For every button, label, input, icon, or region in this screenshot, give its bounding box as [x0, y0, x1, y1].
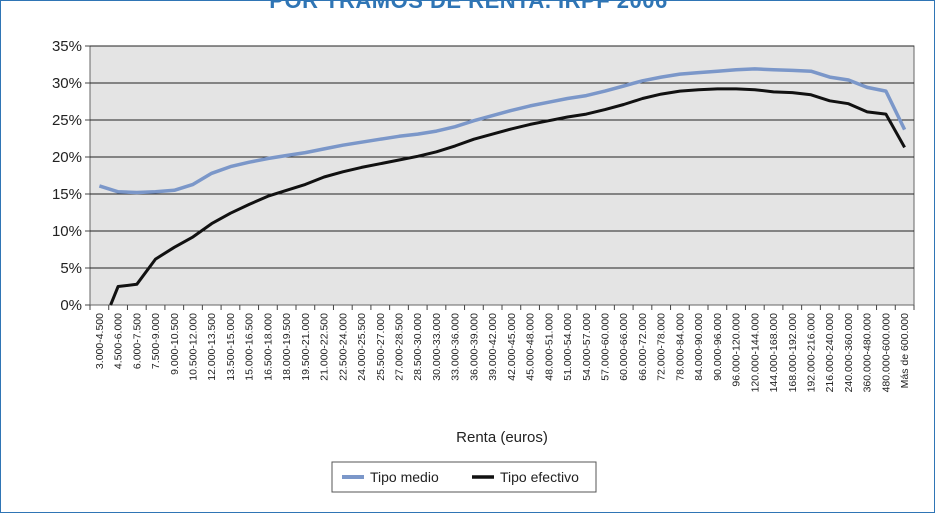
- x-tick-label: 360.000-480.000: [862, 313, 874, 393]
- y-tick-label: 35%: [52, 38, 82, 55]
- x-tick-label: Más de 600.000: [899, 313, 911, 388]
- x-tick-label: 15.000-16.500: [244, 313, 256, 381]
- x-tick-label: 3.000-4.500: [94, 313, 106, 369]
- y-tick-label: 20%: [52, 149, 82, 166]
- x-axis-label: Renta (euros): [456, 429, 548, 446]
- x-tick-label: 39.000-42.000: [487, 313, 499, 381]
- x-tick-label: 22.500-24.000: [337, 313, 349, 381]
- legend: [331, 461, 597, 493]
- x-tick-label: 480.000-600.000: [880, 313, 892, 393]
- x-tick-label: 42.000-45.000: [506, 313, 518, 381]
- x-tick-label: 48.000-51.000: [543, 313, 555, 381]
- x-tick-label: 120.000-144.000: [749, 313, 761, 393]
- chart-title: POR TRAMOS DE RENTA. IRPF 2006: [269, 0, 668, 13]
- x-tick-label: 28.500-30.000: [412, 313, 424, 381]
- x-tick-label: 60.000-66.000: [618, 313, 630, 381]
- x-tick-label: 4.500-6.000: [113, 313, 125, 369]
- series-line-2: [109, 87, 906, 306]
- x-tick-label: 192.000-216.000: [806, 313, 818, 393]
- x-tick-label: 21.000-22.500: [319, 313, 331, 381]
- x-tick-label: 144.000-168.000: [768, 313, 780, 393]
- y-tick-label: 15%: [52, 186, 82, 203]
- y-tick-label: 25%: [52, 112, 82, 129]
- x-tick-label: 18.000-19.500: [281, 313, 293, 381]
- x-tick-label: 7.500-9.000: [150, 313, 162, 369]
- x-tick-label: 12.000-13.500: [206, 313, 218, 381]
- x-tick-label: 72.000-78.000: [656, 313, 668, 381]
- x-tick-label: 30.000-33.000: [431, 313, 443, 381]
- x-tick-label: 90.000-96.000: [712, 313, 724, 381]
- y-tick-label: 10%: [52, 223, 82, 240]
- x-tick-label: 57.000-60.000: [600, 313, 612, 381]
- x-tick-label: 25.500-27.000: [375, 313, 387, 381]
- x-tick-label: 78.000-84.000: [674, 313, 686, 381]
- x-tick-label: 51.000-54.000: [562, 313, 574, 381]
- x-tick-label: 66.000-72.000: [637, 313, 649, 381]
- x-tick-label: 6.000-7.500: [131, 313, 143, 369]
- x-tick-label: 45.000-48.000: [525, 313, 537, 381]
- y-tick-label: 0%: [60, 297, 82, 314]
- x-tick-label: 33.000-36.000: [450, 313, 462, 381]
- x-tick-label: 9.000-10.500: [169, 313, 181, 375]
- x-tick-label: 216.000-240.000: [824, 313, 836, 393]
- series-line-1: [98, 67, 907, 195]
- x-tick-label: 10.500-12.000: [188, 313, 200, 381]
- x-tick-label: 84.000-90.000: [693, 313, 705, 381]
- x-tick-label: 16.500-18.000: [262, 313, 274, 381]
- x-tick-label: 96.000-120.000: [731, 313, 743, 387]
- y-tick-label: 5%: [60, 260, 82, 277]
- x-tick-label: 36.000-39.000: [468, 313, 480, 381]
- legend-label: Tipo medio: [370, 469, 439, 485]
- x-tick-label: 19.500-21.000: [300, 313, 312, 381]
- y-tick-label: 30%: [52, 75, 82, 92]
- plot-area: [89, 45, 915, 306]
- x-tick-label: 24.000-25.500: [356, 313, 368, 381]
- x-tick-label: 240.000-360.000: [843, 313, 855, 393]
- x-tick-label: 54.000-57.000: [581, 313, 593, 381]
- x-tick-label: 27.000-28.500: [394, 313, 406, 381]
- legend-label: Tipo efectivo: [500, 469, 579, 485]
- x-tick-label: 168.000-192.000: [787, 313, 799, 393]
- x-tick-label: 13.500-15.000: [225, 313, 237, 381]
